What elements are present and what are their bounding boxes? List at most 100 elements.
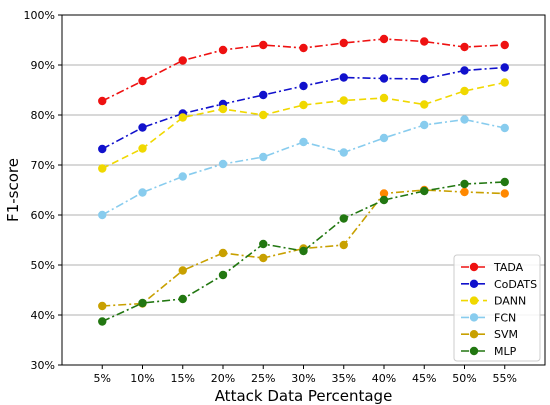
legend-marker [469,330,479,339]
data-point-svm [218,248,228,258]
legend-item-mlp: MLP [461,345,517,358]
legend-marker [469,279,479,288]
data-point-codats [98,144,107,154]
series-dann [98,78,509,173]
y-tick-label: 50% [31,259,55,272]
data-point-dann [379,93,389,103]
legend: TADA CoDATS DANN FCN SVM MLP [453,254,541,362]
series-line-mlp [101,181,505,323]
legend-label: SVM [494,328,518,341]
y-tick-label: 40% [31,309,55,322]
data-point-svm [339,240,348,250]
data-point-codats [379,74,389,83]
series-layer [98,34,509,326]
data-point-mlp [138,298,147,308]
x-tick-label: 50% [452,372,476,385]
data-point-codats [339,73,348,82]
data-point-svm [379,189,389,198]
data-point-tada [138,76,147,86]
data-point-mlp [420,186,429,196]
x-tick-label: 40% [372,372,396,385]
data-point-mlp [178,294,187,304]
data-point-tada [379,34,389,44]
data-point-dann [138,144,147,153]
data-point-tada [460,42,469,52]
data-point-codats [299,81,308,91]
data-point-fcn [379,133,389,143]
data-point-svm [500,189,509,198]
legend-marker [469,296,479,305]
data-point-dann [420,100,429,109]
series-line-svm [102,189,505,307]
y-axis-label: F1-score [4,158,22,222]
data-point-fcn [500,123,509,133]
legend-label: FCN [494,311,516,324]
data-point-fcn [178,172,187,181]
data-point-fcn [138,188,147,197]
y-tick-label: 90% [31,59,55,72]
data-point-mlp [500,177,509,187]
data-point-dann [299,100,308,110]
data-point-tada [339,38,348,48]
data-point-fcn [460,115,469,124]
data-point-tada [218,45,228,55]
legend-item-fcn: FCN [461,311,516,324]
data-point-codats [138,123,147,132]
legend-marker [469,313,479,322]
data-point-mlp [460,179,469,189]
x-tick-label: 10% [130,372,154,385]
data-point-mlp [379,195,389,205]
data-point-tada [500,40,509,50]
data-point-mlp [98,317,107,326]
data-point-mlp [259,239,268,249]
data-point-svm [460,187,469,197]
data-point-dann [460,86,469,96]
series-mlp [98,177,509,326]
legend-label: DANN [494,295,526,308]
data-point-dann [218,104,228,114]
y-tick-label: 60% [31,209,55,222]
data-point-dann [98,164,107,173]
data-point-tada [299,43,308,53]
data-point-codats [500,63,509,72]
x-tick-label: 5% [94,372,111,385]
data-point-codats [420,74,429,84]
data-point-tada [420,37,429,46]
x-tick-label: 20% [211,372,235,385]
legend-item-svm: SVM [461,328,518,341]
data-point-dann [178,113,187,122]
legend-label: CoDATS [494,278,537,291]
x-tick-label: 35% [332,372,356,385]
y-tick-label: 80% [31,109,55,122]
data-point-mlp [218,270,228,280]
data-point-dann [500,78,509,87]
data-point-fcn [98,210,107,220]
x-axis: 5% 10% 15% 20% 25% 30% 35% 40% 45% 50% 55% [94,365,517,385]
x-tick-label: 55% [493,372,517,385]
data-point-codats [259,90,268,100]
data-point-svm [259,253,268,263]
data-point-tada [178,56,187,65]
x-tick-label: 25% [251,372,275,385]
data-point-mlp [339,214,348,223]
data-point-fcn [299,137,308,147]
legend-item-codats: CoDATS [461,278,537,291]
data-point-fcn [420,120,429,130]
data-point-fcn [218,159,228,169]
data-point-dann [259,110,268,120]
y-tick-label: 70% [31,159,55,172]
legend-item-dann: DANN [461,295,526,308]
legend-label: TADA [493,261,524,274]
x-tick-label: 45% [412,372,436,385]
legend-item-tada: TADA [461,261,524,274]
data-point-dann [339,96,348,105]
series-line-dann [101,81,505,170]
data-point-tada [98,96,107,106]
x-axis-label: Attack Data Percentage [215,387,393,405]
legend-marker [469,346,479,356]
legend-marker [469,262,479,272]
y-axis: 30% 40% 50% 60% 70% 80% 90% 100% [24,9,62,372]
x-tick-label: 15% [171,372,195,385]
data-point-svm [98,301,107,311]
x-tick-label: 30% [291,372,315,385]
